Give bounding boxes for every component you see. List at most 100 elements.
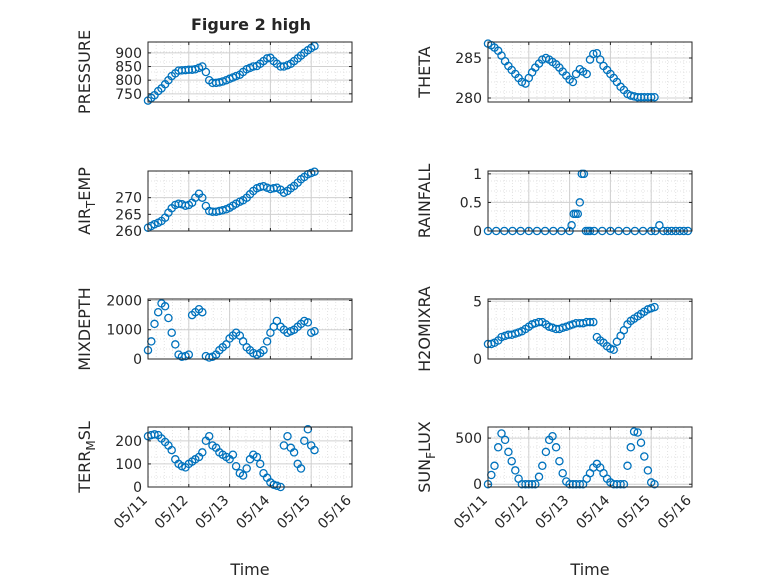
data-point <box>310 326 319 336</box>
data-point <box>279 62 289 71</box>
data-point <box>242 464 251 473</box>
data-point <box>558 468 567 478</box>
axes-frame <box>147 426 353 488</box>
data-point <box>575 198 585 207</box>
axes-frame <box>147 298 353 360</box>
data-point <box>238 337 248 346</box>
axes-7: 0 100 200 TERRMSL 05/11 05/12 05/13 05/14 05/15 0… <box>75 421 355 579</box>
data-point <box>191 65 200 74</box>
data-series <box>143 299 319 362</box>
data-point <box>296 464 306 473</box>
y-axis-label: THETA <box>415 46 434 98</box>
data-point <box>511 466 520 475</box>
data-point <box>231 71 241 81</box>
x-tick-label: 05/15 <box>274 493 314 533</box>
y-tick-label: 900 <box>115 46 142 62</box>
y-tick-label: 260 <box>115 224 142 240</box>
data-point <box>204 431 214 441</box>
x-axis-label: Time <box>229 560 269 579</box>
y-tick-label: 100 <box>115 457 142 473</box>
data-point <box>262 337 272 346</box>
data-point <box>300 436 309 446</box>
x-tick-label: 05/15 <box>614 493 654 533</box>
major-grid <box>488 42 692 102</box>
data-point <box>303 318 313 327</box>
data-point <box>595 55 605 64</box>
data-point <box>504 447 513 457</box>
axes-frame <box>147 41 353 103</box>
data-point <box>255 459 265 469</box>
data-point <box>567 221 576 230</box>
axes-6: 0 5 H2OMIXRA <box>415 286 693 372</box>
data-point <box>650 92 659 102</box>
data-point <box>283 431 292 441</box>
data-point <box>249 62 258 71</box>
y-tick-label: 750 <box>115 87 142 103</box>
data-point <box>575 479 585 489</box>
y-tick-label: 0 <box>133 352 142 368</box>
data-point <box>623 461 632 471</box>
data-point <box>548 431 557 441</box>
data-point <box>204 353 214 362</box>
data-point <box>582 69 591 79</box>
y-tick-label: 0.5 <box>460 195 482 211</box>
x-tick-label: 05/11 <box>111 493 151 533</box>
axes-4: 0 0.5 1 RAINFALL <box>415 164 693 240</box>
data-point <box>655 221 664 230</box>
data-point <box>551 443 561 452</box>
data-point <box>592 48 602 58</box>
axes-5: 0 1000 2000 MIXDEPTH <box>75 287 353 371</box>
data-point <box>164 313 173 323</box>
data-point <box>524 479 534 489</box>
x-tick-label: 05/13 <box>193 493 233 533</box>
x-tick-label: 05/12 <box>152 493 192 533</box>
data-point <box>650 302 659 312</box>
data-point <box>153 307 163 317</box>
data-point <box>497 429 506 438</box>
y-tick-label: 0 <box>133 480 142 496</box>
data-point <box>150 430 159 439</box>
data-point <box>238 471 248 480</box>
data-point <box>228 450 238 459</box>
data-point <box>609 345 618 355</box>
x-tick-label: 05/11 <box>451 493 491 533</box>
y-axis-label: PRESSURE <box>75 30 94 114</box>
data-point <box>585 317 595 327</box>
y-tick-label: 0 <box>473 224 482 240</box>
y-tick-label: 800 <box>115 73 142 89</box>
figure-title: Figure 2 high <box>191 15 311 34</box>
data-point <box>616 479 625 489</box>
data-point <box>310 445 319 455</box>
data-point <box>218 77 227 86</box>
data-point <box>538 461 547 471</box>
data-point <box>589 317 598 327</box>
data-series <box>143 41 319 105</box>
axes-frame <box>487 41 693 103</box>
y-axis-label: AIRTEMP <box>75 167 98 235</box>
data-series <box>483 427 659 489</box>
data-point <box>640 452 649 461</box>
y-axis-label: MIXDEPTH <box>75 287 94 370</box>
data-point <box>636 438 646 447</box>
data-point <box>531 479 540 489</box>
data-point <box>626 443 636 452</box>
x-axis-label: Time <box>569 560 609 579</box>
data-point <box>171 340 180 349</box>
y-tick-label: 500 <box>455 431 482 447</box>
minor-grid <box>488 171 692 231</box>
data-point <box>201 67 211 77</box>
axes-frame <box>147 170 353 232</box>
y-tick-label: 1000 <box>106 323 142 339</box>
axes-frame <box>487 298 693 360</box>
y-tick-label: 2000 <box>106 293 142 309</box>
data-point <box>633 428 642 437</box>
y-tick-label: 200 <box>115 434 142 450</box>
data-point <box>619 479 629 489</box>
data-point <box>507 456 516 466</box>
data-point <box>629 427 639 436</box>
x-tick-label: 05/13 <box>533 493 573 533</box>
data-point <box>541 447 551 457</box>
